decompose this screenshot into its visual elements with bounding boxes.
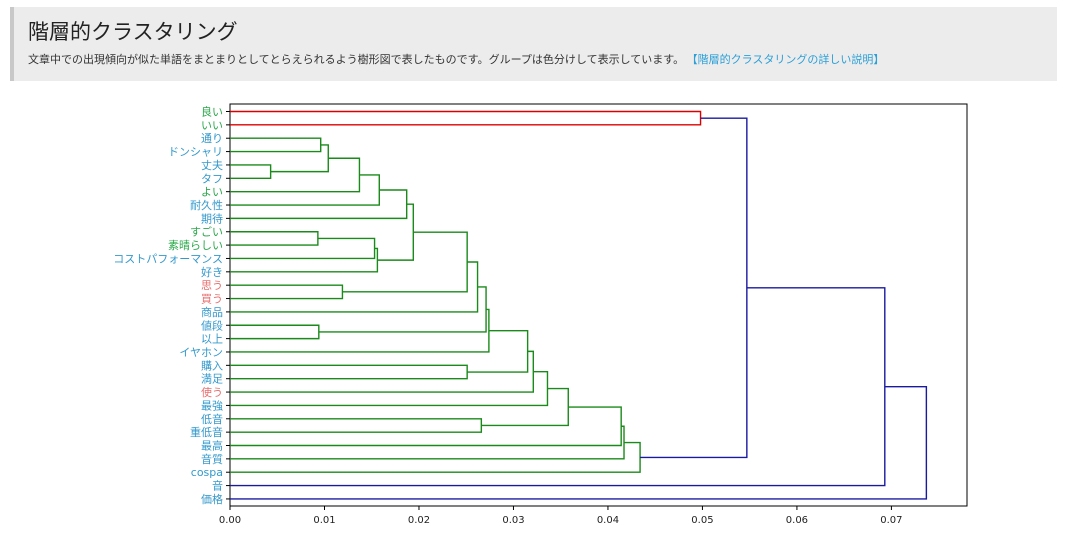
details-link[interactable]: 【階層的クラスタリングの詳しい説明】 — [692, 53, 885, 66]
dendrogram-link — [230, 189, 408, 220]
leaf-label: 重低音 — [190, 425, 223, 439]
x-tick-label: 0.05 — [691, 515, 713, 526]
leaf-label: 思う — [201, 279, 223, 292]
leaf-label: 期待 — [201, 211, 223, 225]
leaf-label: 値段 — [201, 318, 223, 332]
leaf-label: いい — [201, 119, 223, 132]
x-tick-label: 0.02 — [408, 515, 430, 526]
plot-frame — [229, 103, 968, 507]
leaf-label: 以上 — [201, 333, 223, 346]
leaf-label: 購入 — [201, 358, 223, 372]
leaf-label: 買う — [201, 293, 223, 306]
dendrogram-link — [230, 231, 319, 246]
leaf-label: 低音 — [201, 412, 223, 426]
dendrogram-link — [230, 324, 320, 340]
leaf-label: 商品 — [201, 305, 223, 319]
dendrogram-link — [318, 286, 487, 333]
dendrogram-link — [230, 441, 641, 473]
leaf-label: 価格 — [201, 492, 223, 506]
x-tick-label: 0.06 — [786, 515, 808, 526]
dendrogram-link — [230, 371, 549, 407]
x-tick-label: 0.00 — [219, 515, 241, 526]
dendrogram-link — [230, 425, 625, 460]
leaf-label: 音 — [212, 479, 223, 493]
leaf-label: 通り — [201, 132, 223, 145]
dendrogram-link — [640, 117, 748, 459]
leaf-label: 良い — [201, 105, 223, 119]
dendrogram-link — [230, 164, 272, 179]
leaf-label: イヤホン — [179, 346, 223, 359]
leaf-label: 音質 — [201, 452, 223, 466]
page-header: 階層的クラスタリング 文章中での出現傾向が似た単語をまとまりとしてとらえられるよ… — [10, 7, 1057, 81]
dendrogram-link — [230, 284, 344, 300]
x-tick-label: 0.01 — [313, 515, 335, 526]
leaf-label: すごい — [190, 225, 223, 239]
dendrogram-link — [481, 387, 569, 427]
dendrogram-link — [230, 137, 322, 153]
x-tick-label: 0.04 — [597, 515, 619, 526]
page-description: 文章中での出現傾向が似た単語をまとまりとしてとらえられるよう樹形図で表したもので… — [28, 51, 884, 67]
page-title: 階層的クラスタリング — [28, 20, 238, 44]
x-tick-label: 0.07 — [880, 515, 902, 526]
leaf-label: 好き — [201, 265, 223, 279]
dendrogram-link — [230, 418, 483, 433]
leaf-label: 最高 — [201, 439, 223, 453]
dendrogram-link — [230, 247, 379, 273]
leaf-label: 満足 — [201, 373, 223, 386]
leaf-label: 最強 — [201, 399, 223, 412]
leaf-label: 素晴らしい — [168, 239, 223, 252]
leaf-label: 使う — [201, 386, 223, 399]
leaf-label: タフ — [201, 172, 223, 185]
dendrogram-link — [230, 287, 886, 487]
dendrogram-link — [342, 231, 468, 293]
dendrogram-link — [230, 364, 468, 380]
leaf-label: 耐久性 — [190, 198, 223, 212]
dendrogram-link — [230, 237, 376, 260]
dendrogram-link — [230, 157, 361, 193]
leaf-label: ドンシャリ — [168, 146, 223, 159]
dendrogram-link — [230, 261, 479, 313]
leaf-label: 丈夫 — [201, 159, 223, 172]
dendrogram-link — [230, 174, 380, 206]
leaf-label: コストパフォーマンス — [113, 252, 223, 265]
dendrogram-link — [230, 308, 490, 353]
dendrogram-link — [377, 203, 415, 261]
x-tick-label: 0.03 — [502, 515, 524, 526]
description-text: 文章中での出現傾向が似た単語をまとまりとしてとらえられるよう樹形図で表したもので… — [28, 53, 685, 66]
dendrogram-link — [230, 385, 928, 500]
dendrogram-link — [230, 406, 622, 447]
leaf-label: よい — [201, 186, 223, 199]
dendrogram-link — [230, 110, 702, 126]
leaf-label: cospa — [191, 466, 223, 479]
dendrogram-link — [270, 144, 329, 173]
